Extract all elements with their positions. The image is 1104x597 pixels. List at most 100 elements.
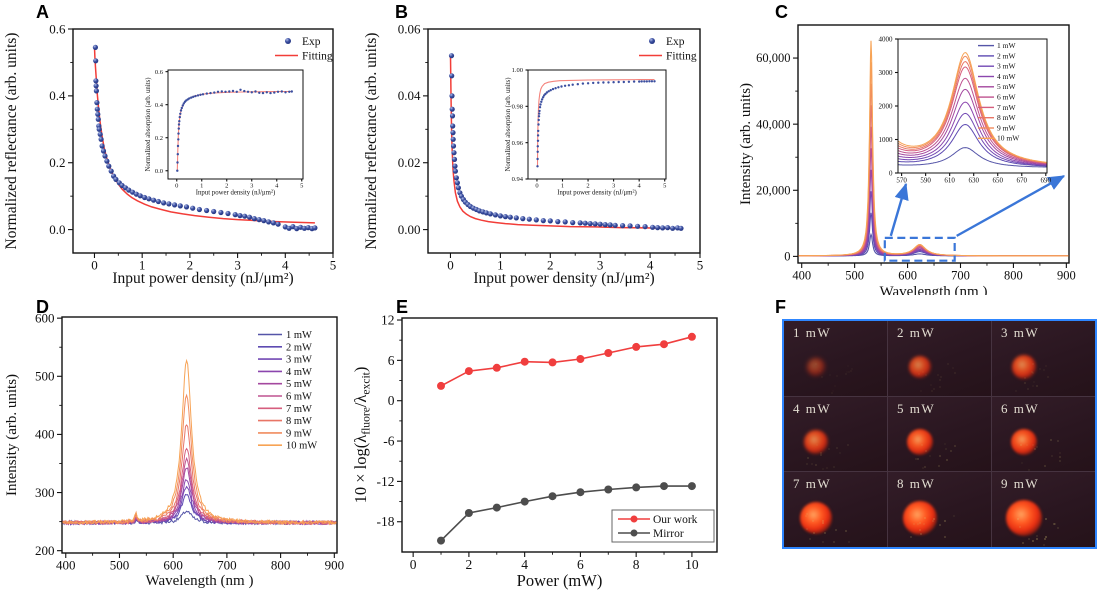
svg-text:8: 8: [633, 557, 640, 572]
svg-text:1: 1: [497, 258, 504, 273]
speckle-dot: [938, 455, 941, 458]
svg-text:0.6: 0.6: [155, 69, 164, 76]
speckle-dot: [952, 514, 955, 517]
D-axes: 400 500 600 700 800 900200300400500600Wavelen…: [4, 310, 344, 589]
svg-text:2 mW: 2 mW: [286, 342, 312, 353]
svg-text:0.00: 0.00: [398, 222, 421, 237]
speckle-dot: [836, 447, 839, 450]
svg-text:300: 300: [35, 485, 55, 500]
svg-text:Intensity (arb. units): Intensity (arb. units): [4, 374, 20, 496]
speckle-dot: [922, 522, 925, 525]
exp-points: [92, 44, 318, 232]
svg-text:5 mW: 5 mW: [286, 379, 312, 390]
panel-c-label: C: [775, 2, 788, 22]
speckle-dot: [848, 371, 851, 374]
svg-text:7 mW: 7 mW: [997, 103, 1016, 112]
svg-text:400: 400: [56, 558, 76, 573]
speckle-dot: [815, 362, 818, 365]
svg-text:4 mW: 4 mW: [997, 72, 1016, 81]
speckle-dot: [1046, 376, 1049, 379]
svg-text:9 mW: 9 mW: [286, 428, 312, 439]
speckle-dot: [922, 467, 925, 470]
speckle-dot: [1027, 388, 1030, 391]
fluorescence-image-1mw: 1 mW: [784, 321, 887, 396]
speckle-dot: [812, 532, 815, 535]
svg-text:3 mW: 3 mW: [997, 62, 1016, 71]
fit-curve: [93, 47, 315, 224]
speckle-dot: [829, 374, 831, 376]
svg-text:4: 4: [282, 258, 289, 273]
Ai-axes: 0 1 2 3 4 5 0.0 0.2 0.4 0.6 Input power density (n…: [145, 69, 304, 197]
power-label: 7 mW: [793, 476, 832, 492]
speckle-dot: [919, 529, 922, 532]
speckle-dot: [1025, 444, 1028, 447]
svg-text:Wavelength (nm ): Wavelength (nm ): [880, 284, 988, 295]
speckle-dot: [1030, 371, 1033, 374]
svg-text:Fitting: Fitting: [302, 51, 333, 63]
svg-text:0.02: 0.02: [398, 155, 421, 170]
speckle-dot: [1032, 539, 1035, 542]
svg-text:900: 900: [325, 558, 345, 573]
B-inset-points: [536, 80, 656, 168]
svg-text:3: 3: [234, 258, 241, 273]
svg-text:500: 500: [110, 558, 130, 573]
speckle-dot: [1054, 523, 1057, 526]
svg-text:Intensity (arb. units): Intensity (arb. units): [738, 83, 754, 205]
svg-text:4: 4: [638, 182, 642, 189]
speckle-dot: [805, 513, 808, 516]
svg-text:0: 0: [175, 182, 178, 189]
inset-fit-curve: [536, 79, 655, 167]
fluorescence-image-2mw: 2 mW: [888, 321, 991, 396]
speckle-dot: [944, 443, 947, 446]
speckle-dot: [1058, 455, 1061, 458]
speckle-dot: [845, 529, 848, 532]
speckle-dot: [1031, 443, 1034, 446]
svg-text:800: 800: [1004, 268, 1023, 282]
svg-text:0: 0: [410, 557, 417, 572]
svg-text:600: 600: [35, 310, 55, 325]
power-label: 6 mW: [1001, 400, 1040, 416]
svg-text:2000: 2000: [879, 102, 894, 110]
svg-text:12: 12: [381, 312, 395, 327]
speckle-dot: [816, 444, 819, 447]
speckle-dot: [1032, 381, 1035, 384]
svg-text:6 mW: 6 mW: [997, 93, 1016, 102]
svg-text:-6: -6: [383, 434, 394, 449]
speckle-dot: [1014, 389, 1017, 392]
power-label: 2 mW: [897, 325, 936, 340]
speckle-dot: [938, 523, 941, 526]
speckle-dot: [946, 362, 949, 365]
panel-f: F 1 mW 2 mW 3 mW 4 mW 5 mW 6 mW 7 mW 8 mW 9 mW: [730, 295, 1104, 597]
svg-text:0.0: 0.0: [49, 222, 65, 237]
C-inset-legend: 1 mW2 mW 3 mW4 mW5 mW 6 mW7 mW8 mW9 mW 10 m…: [978, 41, 1020, 143]
svg-text:0.4: 0.4: [49, 88, 66, 103]
speckle-dot: [821, 467, 824, 470]
svg-text:0.0: 0.0: [155, 168, 163, 175]
svg-text:4 mW: 4 mW: [286, 367, 312, 378]
speckle-dot: [834, 528, 837, 531]
speckle-dot: [823, 532, 826, 535]
svg-text:3000: 3000: [879, 69, 894, 77]
power-label: 5 mW: [897, 400, 936, 416]
speckle-dot: [912, 522, 915, 525]
speckle-dot: [1023, 381, 1026, 384]
svg-text:Mirror: Mirror: [653, 528, 684, 540]
speckle-dot: [924, 374, 927, 376]
speckle-dot: [1017, 518, 1020, 521]
spectra-series: [62, 358, 337, 526]
panel-e-label: E: [396, 297, 409, 317]
A-axes: 0 1 2 3 4 5 0.0 0.2 0.4 0.6 Input power density (n…: [3, 21, 336, 287]
speckle-dot: [928, 455, 931, 458]
speckle-dot: [810, 463, 813, 466]
panel-f-label: F: [775, 297, 786, 317]
svg-text:0.96: 0.96: [512, 140, 524, 147]
svg-text:2: 2: [586, 182, 589, 189]
fluorescence-spot: [908, 355, 931, 378]
speckle-dot: [830, 391, 833, 394]
exp-points: [448, 53, 684, 231]
svg-text:590: 590: [920, 176, 931, 184]
svg-text:Our work: Our work: [653, 514, 698, 526]
panel-a-label: A: [36, 2, 49, 22]
speckle-dot: [1031, 371, 1034, 374]
